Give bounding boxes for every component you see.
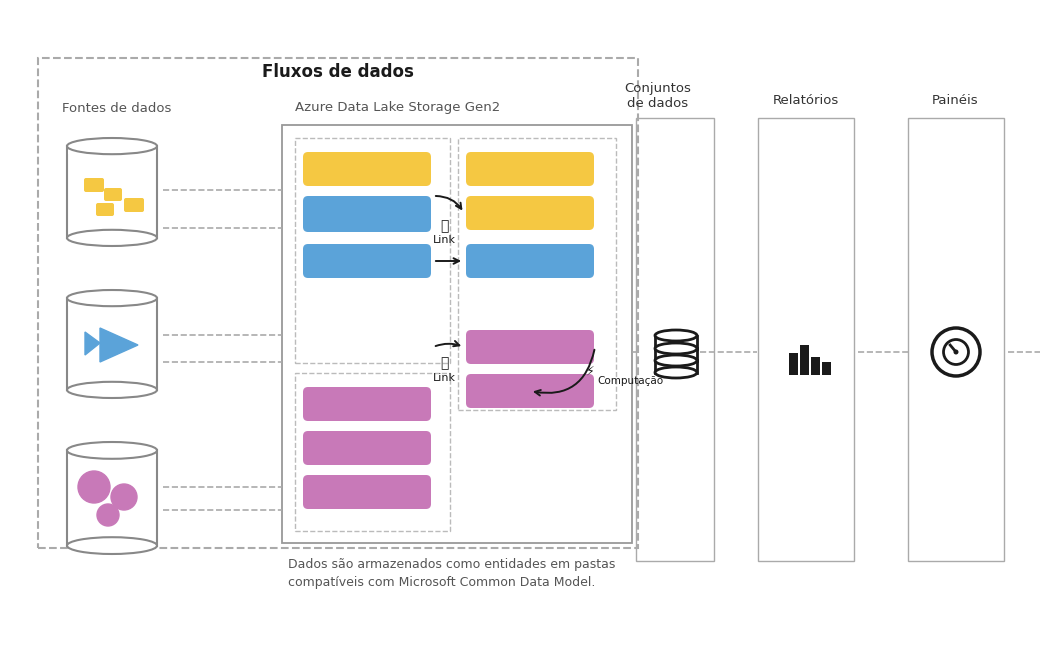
Bar: [68, 146, 157, 238]
Polygon shape: [85, 332, 100, 355]
Text: ⚡: ⚡: [587, 365, 595, 378]
Bar: [800, 345, 809, 375]
FancyBboxPatch shape: [124, 198, 143, 212]
FancyBboxPatch shape: [466, 374, 594, 408]
Text: ⛓: ⛓: [440, 356, 448, 370]
FancyBboxPatch shape: [303, 475, 431, 509]
Ellipse shape: [655, 355, 697, 366]
Bar: [282, 125, 632, 543]
Circle shape: [78, 471, 110, 503]
Bar: [789, 353, 798, 375]
Bar: [68, 298, 156, 306]
Ellipse shape: [68, 381, 157, 398]
FancyBboxPatch shape: [466, 196, 594, 230]
Ellipse shape: [68, 290, 157, 306]
Ellipse shape: [655, 343, 697, 354]
Text: Conjuntos
de dados: Conjuntos de dados: [625, 82, 691, 110]
FancyBboxPatch shape: [104, 188, 122, 201]
Bar: [68, 298, 157, 390]
FancyBboxPatch shape: [466, 244, 594, 278]
Bar: [295, 373, 450, 531]
FancyBboxPatch shape: [466, 152, 594, 186]
Text: Computação: Computação: [597, 376, 664, 386]
Ellipse shape: [68, 442, 157, 459]
Bar: [636, 118, 714, 561]
FancyBboxPatch shape: [303, 431, 431, 465]
Bar: [757, 118, 853, 561]
Bar: [38, 58, 638, 548]
Ellipse shape: [655, 367, 697, 378]
FancyBboxPatch shape: [303, 152, 431, 186]
Circle shape: [954, 350, 959, 355]
Polygon shape: [100, 328, 138, 362]
Text: Relatórios: Relatórios: [773, 94, 839, 107]
Text: Link: Link: [433, 373, 456, 383]
Text: Azure Data Lake Storage Gen2: Azure Data Lake Storage Gen2: [295, 102, 500, 115]
Bar: [458, 138, 616, 410]
FancyBboxPatch shape: [303, 387, 431, 421]
Circle shape: [111, 484, 137, 510]
Text: Link: Link: [433, 235, 456, 245]
Text: Painéis: Painéis: [932, 94, 978, 107]
FancyBboxPatch shape: [96, 203, 114, 216]
Bar: [68, 146, 156, 154]
Bar: [822, 362, 831, 375]
Bar: [68, 450, 157, 546]
FancyBboxPatch shape: [84, 178, 104, 192]
Ellipse shape: [68, 138, 157, 154]
FancyBboxPatch shape: [466, 330, 594, 364]
Bar: [295, 138, 450, 363]
Text: ⛓: ⛓: [440, 219, 448, 233]
Text: Fontes de dados: Fontes de dados: [62, 102, 171, 115]
Text: Dados são armazenados como entidades em pastas
compatíveis com Microsoft Common : Dados são armazenados como entidades em …: [288, 558, 615, 589]
FancyBboxPatch shape: [303, 244, 431, 278]
Bar: [68, 450, 156, 459]
Ellipse shape: [655, 330, 697, 341]
FancyBboxPatch shape: [303, 196, 431, 232]
Ellipse shape: [68, 537, 157, 554]
Bar: [908, 118, 1004, 561]
Ellipse shape: [68, 230, 157, 246]
Text: Fluxos de dados: Fluxos de dados: [262, 63, 414, 81]
Bar: [811, 357, 820, 375]
Circle shape: [97, 504, 119, 526]
